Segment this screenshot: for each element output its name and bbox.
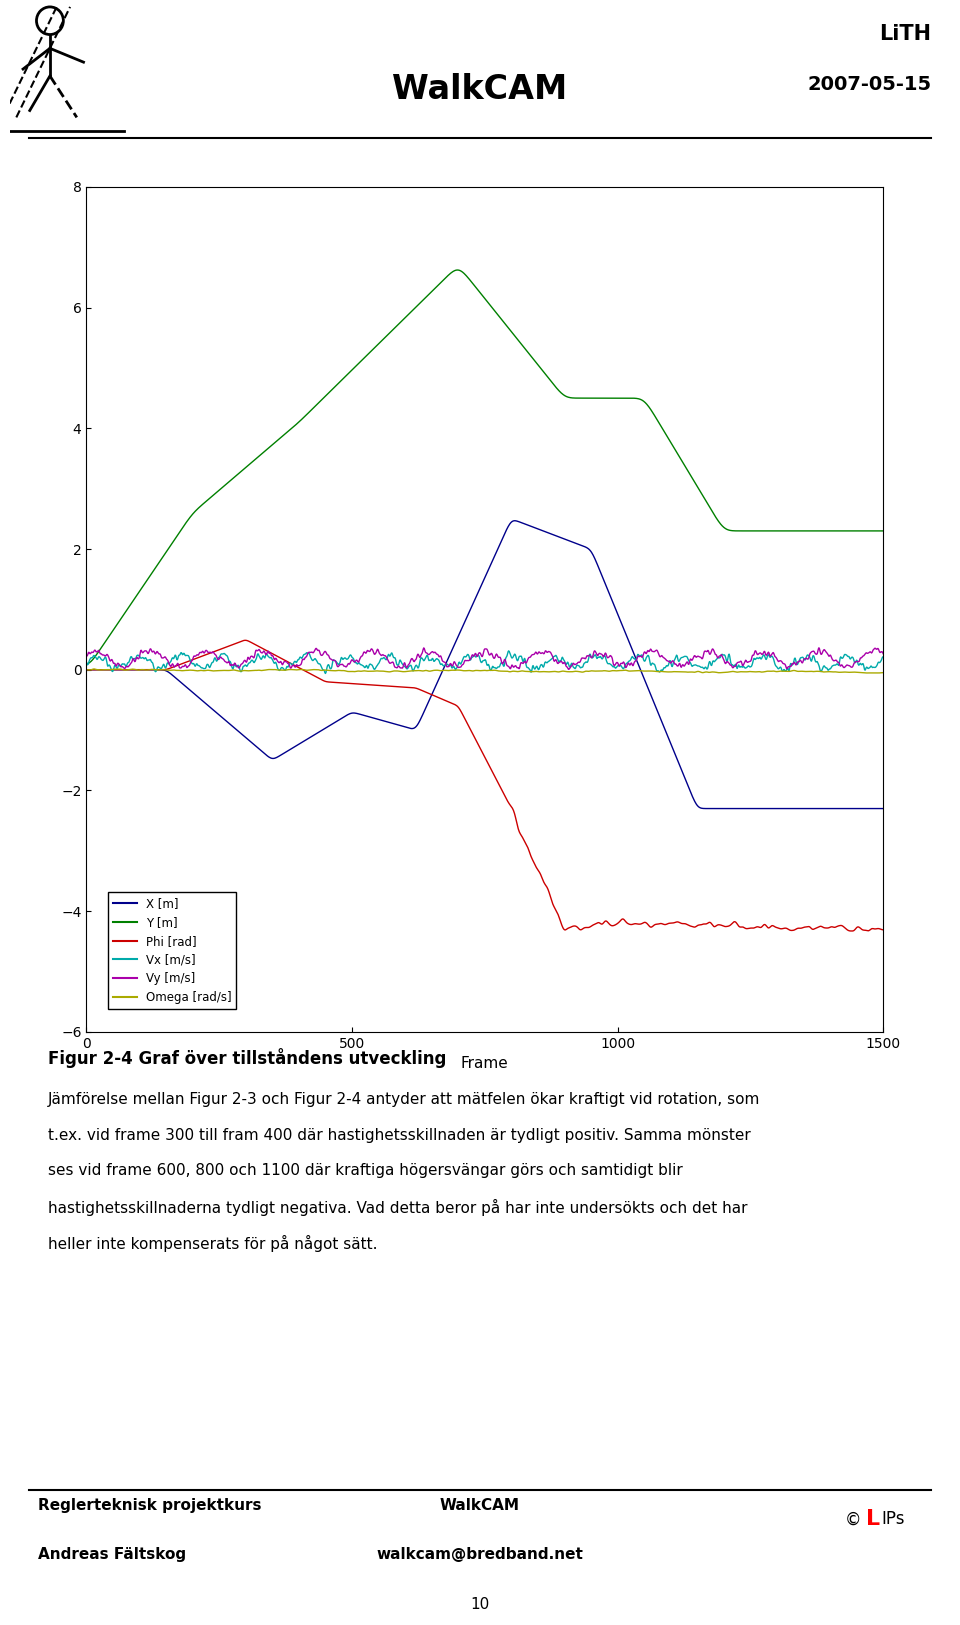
Vy [m/s] [81, 647, 92, 666]
Vx [m/s] [141, 650, 153, 669]
X [m] [877, 800, 889, 819]
Omega [rad/s] [860, 663, 872, 682]
X [m] [81, 660, 92, 679]
Vy [m/s] [877, 644, 889, 663]
Text: IPs: IPs [881, 1510, 904, 1529]
Vy [m/s] [324, 648, 335, 668]
Vx [m/s] [545, 650, 557, 669]
Y [m] [324, 382, 335, 401]
Text: WalkCAM: WalkCAM [393, 73, 567, 106]
Line: Vy [m/s]: Vy [m/s] [86, 648, 883, 669]
Phi [rad] [239, 630, 251, 650]
Text: ©: © [845, 1510, 861, 1529]
Text: heller inte kompenserats för på något sätt.: heller inte kompenserats för på något sä… [48, 1235, 377, 1251]
Vx [m/s] [260, 645, 272, 665]
Vy [m/s] [260, 645, 272, 665]
Vy [m/s] [141, 642, 153, 661]
X [m] [777, 800, 788, 819]
Text: LiTH: LiTH [879, 24, 931, 44]
Omega [rad/s] [81, 660, 92, 679]
Omega [rad/s] [88, 660, 100, 679]
Text: t.ex. vid frame 300 till fram 400 där hastighetsskillnaden är tydligt positiv. S: t.ex. vid frame 300 till fram 400 där ha… [48, 1128, 751, 1142]
Y [m] [81, 655, 92, 674]
Y [m] [750, 522, 761, 541]
Y [m] [260, 440, 272, 460]
X [m] [509, 510, 520, 530]
Y [m] [777, 522, 788, 541]
Text: hastighetsskillnaderna tydligt negativa. Vad detta beror på har inte undersökts : hastighetsskillnaderna tydligt negativa.… [48, 1199, 748, 1216]
Omega [rad/s] [777, 661, 788, 681]
Text: 2007-05-15: 2007-05-15 [807, 75, 931, 94]
Y [m] [452, 260, 464, 280]
Vx [m/s] [81, 652, 92, 671]
Vx [m/s] [777, 661, 788, 681]
Phi [rad] [877, 920, 889, 939]
Text: Jämförelse mellan Figur 2-3 och Figur 2-4 antyder att mätfelen ökar kraftigt vid: Jämförelse mellan Figur 2-3 och Figur 2-… [48, 1092, 760, 1107]
Y [m] [141, 572, 153, 592]
Vy [m/s] [813, 639, 825, 658]
Line: X [m]: X [m] [86, 520, 883, 809]
Y [m] [877, 522, 889, 541]
Vy [m/s] [544, 642, 556, 661]
Phi [rad] [750, 918, 761, 938]
Phi [rad] [141, 660, 153, 679]
Vx [m/s] [503, 642, 515, 661]
Omega [rad/s] [544, 661, 556, 681]
Line: Y [m]: Y [m] [86, 270, 883, 665]
Line: Phi [rad]: Phi [rad] [86, 640, 883, 931]
Phi [rad] [261, 640, 273, 660]
Text: Figur 2-4 Graf över tillståndens utveckling: Figur 2-4 Graf över tillståndens utveckl… [48, 1048, 446, 1068]
Text: Reglerteknisk projektkurs: Reglerteknisk projektkurs [38, 1498, 262, 1513]
Vx [m/s] [324, 660, 336, 679]
X-axis label: Frame: Frame [461, 1056, 509, 1071]
Line: Vx [m/s]: Vx [m/s] [86, 652, 883, 673]
Phi [rad] [81, 660, 92, 679]
Vy [m/s] [750, 642, 761, 661]
Phi [rad] [544, 886, 556, 905]
X [m] [141, 660, 153, 679]
Phi [rad] [324, 673, 336, 692]
Vy [m/s] [777, 653, 788, 673]
X [m] [324, 715, 335, 734]
Legend: X [m], Y [m], Phi [rad], Vx [m/s], Vy [m/s], Omega [rad/s]: X [m], Y [m], Phi [rad], Vx [m/s], Vy [m… [108, 892, 236, 1009]
Phi [rad] [777, 920, 788, 939]
Line: Omega [rad/s]: Omega [rad/s] [86, 670, 883, 673]
Omega [rad/s] [261, 660, 273, 679]
Omega [rad/s] [750, 661, 761, 681]
Vy [m/s] [563, 660, 574, 679]
Omega [rad/s] [324, 661, 336, 681]
X [m] [260, 744, 272, 764]
Vx [m/s] [751, 648, 762, 668]
Text: Andreas Fältskog: Andreas Fältskog [38, 1547, 186, 1562]
Vx [m/s] [320, 663, 331, 682]
Y [m] [544, 370, 556, 390]
Omega [rad/s] [877, 663, 889, 682]
X [m] [705, 800, 716, 819]
Text: 10: 10 [470, 1597, 490, 1612]
Omega [rad/s] [141, 660, 153, 679]
Text: L: L [866, 1510, 880, 1529]
Vx [m/s] [877, 647, 889, 666]
Text: WalkCAM: WalkCAM [440, 1498, 520, 1513]
X [m] [544, 523, 556, 543]
Phi [rad] [846, 921, 857, 941]
Text: walkcam@bredband.net: walkcam@bredband.net [376, 1547, 584, 1562]
X [m] [751, 800, 762, 819]
Text: ses vid frame 600, 800 och 1100 där kraftiga högersvängar görs och samtidigt bli: ses vid frame 600, 800 och 1100 där kraf… [48, 1164, 683, 1178]
